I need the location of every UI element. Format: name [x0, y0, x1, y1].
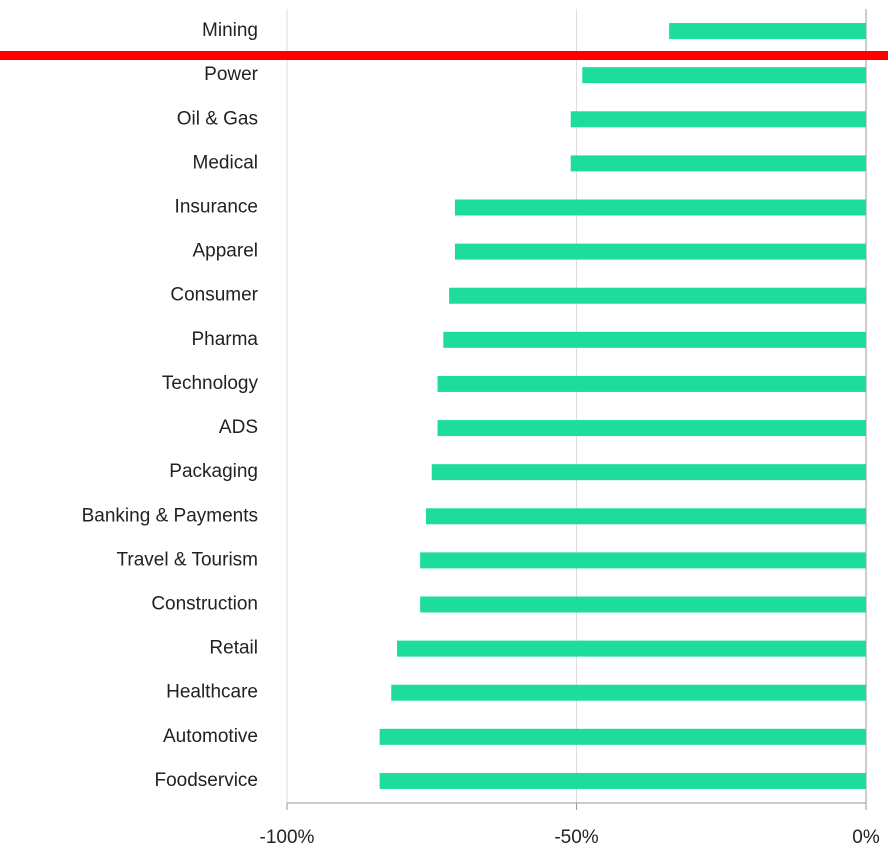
- y-tick-label: Pharma: [191, 329, 258, 350]
- y-tick-label: Power: [204, 64, 259, 85]
- y-tick-label: Travel & Tourism: [117, 549, 258, 570]
- y-tick-label: Consumer: [170, 285, 258, 306]
- y-tick-label: Healthcare: [166, 682, 258, 703]
- bar: [669, 23, 866, 40]
- bar: [425, 508, 866, 525]
- y-tick-label: Foodservice: [155, 770, 259, 791]
- y-tick-label: Mining: [202, 20, 258, 41]
- y-tick-label: Banking & Payments: [82, 505, 258, 526]
- x-tick-label: 0%: [852, 827, 880, 848]
- y-tick-label: Oil & Gas: [177, 108, 258, 129]
- bar: [454, 243, 866, 260]
- highlight-line: [0, 51, 888, 60]
- bar: [431, 464, 866, 481]
- y-tick-label: Retail: [209, 638, 258, 659]
- bar: [582, 67, 866, 84]
- x-tick-label: -50%: [554, 827, 598, 848]
- bar: [570, 111, 866, 128]
- y-tick-label: Technology: [162, 373, 259, 394]
- y-tick-label: Insurance: [175, 197, 258, 218]
- bar: [443, 331, 866, 348]
- bar: [437, 375, 866, 392]
- bar: [454, 199, 866, 216]
- y-tick-label: Medical: [193, 152, 258, 173]
- bar: [437, 420, 866, 437]
- bar: [420, 552, 866, 569]
- bar: [420, 596, 866, 613]
- y-tick-label: ADS: [219, 417, 258, 438]
- x-tick-label: -100%: [260, 827, 315, 848]
- bar: [391, 684, 866, 701]
- bar: [449, 287, 866, 304]
- y-tick-label: Automotive: [163, 726, 258, 747]
- bar: [570, 155, 866, 172]
- y-tick-label: Apparel: [193, 241, 259, 262]
- y-tick-label: Construction: [151, 594, 258, 615]
- y-tick-label: Packaging: [169, 461, 258, 482]
- bar: [397, 640, 866, 657]
- bar: [379, 728, 866, 745]
- bar: [379, 772, 866, 789]
